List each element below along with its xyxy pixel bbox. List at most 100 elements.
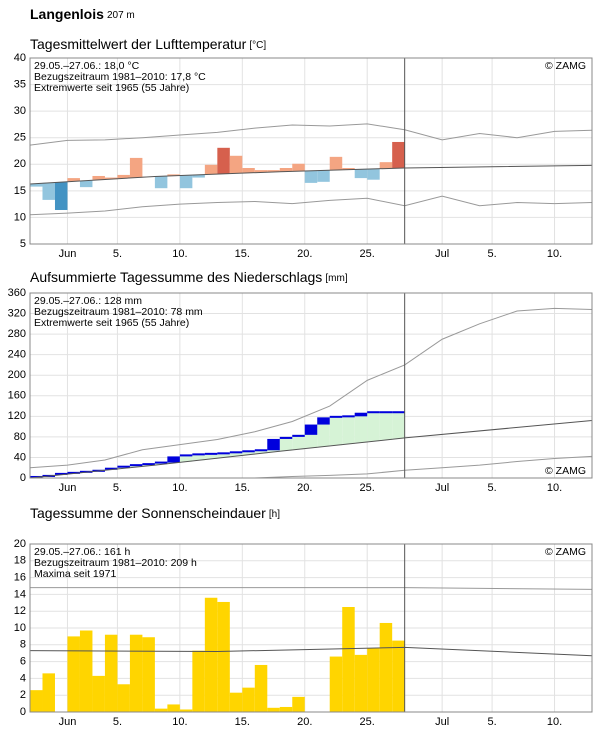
note: Extremwerte seit 1965 (55 Jahre) — [34, 317, 189, 329]
temperature-bar — [204, 164, 218, 175]
note: 29.05.–27.06.: 128 mm — [34, 295, 142, 307]
cumulative-step — [142, 463, 155, 466]
sunshine-bar — [329, 656, 343, 712]
x-tick-label: 5. — [487, 248, 496, 260]
cumulative-step — [329, 415, 343, 418]
chart-title: Tagesmittelwert der Lufttemperatur [°C] — [30, 36, 266, 52]
y-tick-label: 4 — [20, 672, 26, 684]
temperature-bar — [192, 174, 205, 178]
x-tick-label: 15. — [235, 248, 250, 260]
y-tick-label: 5 — [20, 238, 26, 250]
y-tick-label: 15 — [14, 185, 26, 197]
x-tick-label: 10. — [172, 482, 187, 494]
y-tick-label: 80 — [14, 431, 26, 443]
surplus-area — [317, 417, 330, 447]
station-name: Langenlois — [30, 6, 104, 22]
x-tick-label: 5. — [487, 482, 496, 494]
cumulative-step — [67, 471, 80, 474]
y-tick-label: 35 — [14, 78, 26, 90]
cumulative-step — [267, 438, 280, 451]
y-tick-label: 200 — [8, 369, 26, 381]
y-tick-label: 280 — [8, 328, 26, 340]
surplus-area — [392, 412, 405, 439]
note: Bezugszeitraum 1981–2010: 17,8 °C — [34, 71, 206, 83]
y-tick-label: 10 — [14, 211, 26, 223]
y-tick-label: 0 — [20, 706, 26, 718]
x-tick-label: Jun — [59, 248, 77, 260]
temperature-bar — [30, 183, 43, 187]
surplus-area — [379, 412, 393, 440]
y-tick-label: 0 — [20, 472, 26, 484]
cumulative-step — [129, 464, 143, 467]
temperature-bar — [54, 182, 68, 210]
temperature-bar — [329, 156, 343, 171]
title-unit: [°C] — [249, 40, 266, 51]
temperature-bar — [379, 162, 393, 169]
surplus-area — [179, 455, 193, 462]
temperature-bar — [304, 170, 318, 183]
sunshine-bar — [242, 687, 255, 712]
cumulative-step — [167, 456, 180, 463]
temperature-bar — [67, 178, 80, 182]
x-tick-label: 25. — [360, 248, 375, 260]
cumulative-step — [192, 453, 205, 456]
sunshine-bar — [92, 675, 105, 712]
temperature-bar — [254, 170, 268, 173]
y-tick-label: 360 — [8, 287, 26, 299]
surplus-area — [254, 450, 268, 454]
cumulative-step — [354, 412, 368, 417]
max-line — [29, 123, 593, 146]
sunshine-bar — [154, 708, 168, 712]
y-tick-label: 2 — [20, 689, 26, 701]
note: Maxima seit 1971 — [34, 568, 116, 580]
sunshine-bar — [117, 684, 130, 712]
sunshine-bar — [129, 634, 143, 712]
sunshine-bar — [179, 709, 193, 712]
y-tick-label: 160 — [8, 390, 26, 402]
sunshine-bar — [67, 636, 80, 712]
x-tick-label: 10. — [547, 482, 562, 494]
copyright: © ZAMG — [545, 465, 586, 477]
note: Bezugszeitraum 1981–2010: 78 mm — [34, 306, 203, 318]
surplus-area — [292, 434, 305, 450]
y-tick-label: 25 — [14, 132, 26, 144]
sunshine-bar — [30, 690, 43, 712]
x-tick-label: 15. — [235, 482, 250, 494]
x-tick-label: Jun — [59, 482, 77, 494]
cumulative-step — [379, 411, 393, 414]
y-tick-label: 12 — [14, 605, 26, 617]
x-tick-label: 25. — [360, 482, 375, 494]
sunshine-bar — [354, 654, 368, 712]
cumulative-step — [104, 467, 118, 470]
temperature-bar — [117, 174, 130, 179]
y-tick-label: 30 — [14, 105, 26, 117]
x-tick-label: 10. — [172, 716, 187, 728]
y-tick-label: 10 — [14, 622, 26, 634]
temperature-bar — [354, 169, 368, 179]
temperature-bar — [292, 163, 305, 172]
sunshine-bar — [192, 650, 205, 712]
min-line — [30, 455, 593, 479]
temperature-bar — [92, 175, 105, 180]
sunshine-bar — [104, 634, 118, 712]
title-text: Aufsummierte Tagessumme des Niederschlag… — [30, 269, 322, 285]
copyright: © ZAMG — [545, 546, 586, 558]
y-tick-label: 20 — [14, 158, 26, 170]
temperature-bar — [129, 157, 143, 178]
title-unit: [h] — [269, 509, 280, 520]
sunshine-bar — [142, 637, 155, 712]
surplus-area — [229, 452, 243, 457]
y-tick-label: 8 — [20, 639, 26, 651]
surplus-area — [342, 416, 355, 444]
temperature-bar — [42, 182, 55, 200]
y-tick-label: 320 — [8, 307, 26, 319]
min-line — [29, 195, 593, 216]
surplus-area — [279, 436, 293, 451]
reference-line — [29, 419, 593, 479]
title-text: Tagesmittelwert der Lufttemperatur — [30, 36, 247, 52]
temperature-bar — [167, 174, 180, 176]
note: Bezugszeitraum 1981–2010: 209 h — [34, 557, 197, 569]
temperature-bar — [367, 168, 380, 180]
sunshine-bar — [167, 704, 180, 712]
surplus-area — [217, 453, 230, 458]
